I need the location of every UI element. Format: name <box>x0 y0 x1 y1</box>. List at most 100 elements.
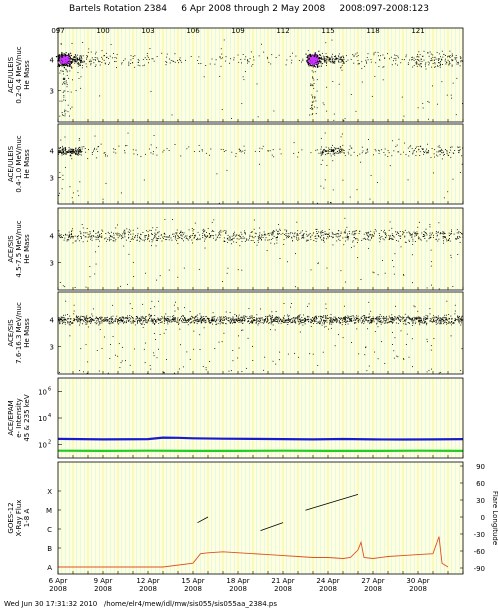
data-point <box>66 82 68 84</box>
data-point <box>251 65 253 67</box>
data-point-he <box>311 59 313 61</box>
data-point <box>67 322 69 324</box>
data-point <box>384 57 386 59</box>
data-point <box>357 155 358 157</box>
data-point <box>183 319 185 321</box>
data-point <box>312 84 314 86</box>
data-point <box>140 238 142 240</box>
data-point <box>421 148 423 150</box>
data-point <box>158 235 160 237</box>
data-point <box>144 64 145 66</box>
data-point <box>190 235 192 237</box>
data-point <box>85 322 87 324</box>
data-point <box>412 243 414 245</box>
data-point <box>129 315 131 316</box>
data-point <box>272 315 274 317</box>
data-point <box>79 56 81 58</box>
data-point-he <box>308 55 310 57</box>
data-point <box>324 150 326 151</box>
data-point <box>352 240 354 242</box>
data-point <box>314 56 316 58</box>
data-point <box>62 114 63 116</box>
data-point <box>228 237 230 239</box>
data-point <box>371 95 373 97</box>
data-point <box>117 355 119 357</box>
data-point <box>273 319 275 321</box>
data-point <box>119 234 121 236</box>
data-point <box>145 153 146 155</box>
data-point <box>332 80 334 82</box>
data-point <box>416 151 417 153</box>
data-point <box>226 317 228 319</box>
data-point <box>412 66 414 68</box>
data-point <box>444 58 446 60</box>
data-point <box>89 231 91 232</box>
data-point <box>70 61 72 63</box>
data-point <box>323 57 325 59</box>
data-point-he <box>63 55 65 57</box>
data-point <box>339 317 341 319</box>
data-point <box>114 320 116 322</box>
data-point <box>73 318 75 320</box>
data-point <box>219 56 221 58</box>
data-point <box>319 322 321 324</box>
data-point <box>425 232 427 234</box>
data-point <box>79 65 81 66</box>
data-point <box>395 63 397 65</box>
data-point <box>297 317 299 319</box>
data-point <box>340 235 341 237</box>
data-point <box>68 64 70 66</box>
data-point <box>80 232 82 234</box>
data-point <box>68 151 70 153</box>
data-point <box>154 234 156 236</box>
data-point <box>281 319 283 321</box>
data-point <box>312 108 314 110</box>
data-point <box>148 313 150 315</box>
data-point <box>131 308 133 309</box>
data-point <box>353 322 355 324</box>
data-point <box>285 321 287 323</box>
data-point <box>67 321 69 323</box>
data-point <box>168 269 170 271</box>
data-point <box>152 320 153 322</box>
data-point <box>116 232 118 234</box>
data-point <box>164 239 166 241</box>
data-point <box>251 236 253 238</box>
data-point <box>130 318 132 320</box>
data-point <box>71 67 73 69</box>
data-point <box>249 321 251 323</box>
data-point <box>436 235 438 237</box>
data-point <box>115 354 116 356</box>
data-point <box>137 154 138 156</box>
data-point <box>448 56 450 57</box>
data-point <box>275 316 277 318</box>
data-point <box>415 63 417 65</box>
data-point <box>271 232 273 233</box>
data-point <box>404 142 406 144</box>
data-point <box>409 59 410 61</box>
data-point <box>217 236 219 238</box>
data-point <box>121 321 123 323</box>
data-point <box>449 50 451 52</box>
data-point <box>316 54 318 56</box>
data-point <box>243 320 245 321</box>
data-point <box>63 151 64 152</box>
data-point <box>367 232 369 234</box>
data-point <box>90 64 92 66</box>
data-point <box>262 145 264 147</box>
data-point <box>450 254 452 256</box>
data-point <box>326 267 328 269</box>
data-point <box>335 319 337 321</box>
data-point <box>150 230 152 232</box>
data-point <box>397 232 399 234</box>
data-point <box>77 320 79 322</box>
data-point <box>340 233 342 234</box>
data-point <box>63 317 65 318</box>
data-point <box>233 233 235 235</box>
data-point <box>279 258 281 259</box>
data-point <box>320 155 322 157</box>
data-point <box>110 231 112 233</box>
data-point <box>341 149 343 151</box>
data-point <box>72 322 74 324</box>
data-point <box>384 57 386 59</box>
